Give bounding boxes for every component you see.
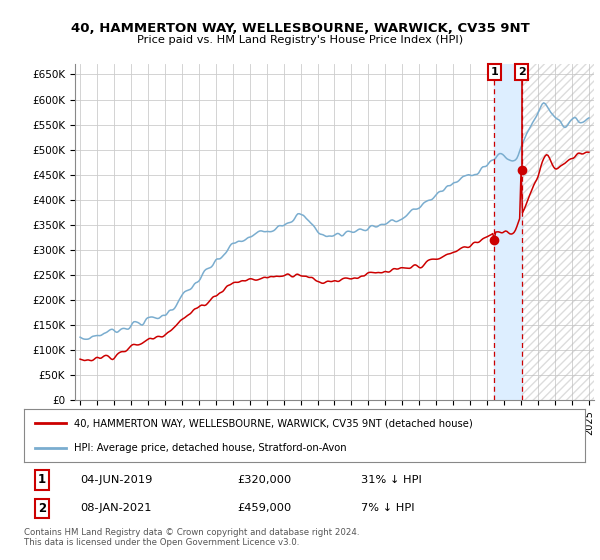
Text: 04-JUN-2019: 04-JUN-2019 [80,475,152,485]
Text: £320,000: £320,000 [237,475,292,485]
Text: 1: 1 [490,67,498,77]
Text: HPI: Average price, detached house, Stratford-on-Avon: HPI: Average price, detached house, Stra… [74,442,347,452]
Text: 31% ↓ HPI: 31% ↓ HPI [361,475,421,485]
Bar [521,64,594,400]
Text: 2: 2 [518,67,526,77]
Text: Contains HM Land Registry data © Crown copyright and database right 2024.
This d: Contains HM Land Registry data © Crown c… [24,528,359,547]
Text: £459,000: £459,000 [237,503,292,514]
Text: 40, HAMMERTON WAY, WELLESBOURNE, WARWICK, CV35 9NT: 40, HAMMERTON WAY, WELLESBOURNE, WARWICK… [71,22,529,35]
Text: 40, HAMMERTON WAY, WELLESBOURNE, WARWICK, CV35 9NT (detached house): 40, HAMMERTON WAY, WELLESBOURNE, WARWICK… [74,418,473,428]
Text: Price paid vs. HM Land Registry's House Price Index (HPI): Price paid vs. HM Land Registry's House … [137,35,463,45]
Text: 2: 2 [38,502,46,515]
Text: 1: 1 [38,473,46,486]
Text: 7% ↓ HPI: 7% ↓ HPI [361,503,414,514]
Text: 08-JAN-2021: 08-JAN-2021 [80,503,152,514]
Bar [494,64,521,400]
